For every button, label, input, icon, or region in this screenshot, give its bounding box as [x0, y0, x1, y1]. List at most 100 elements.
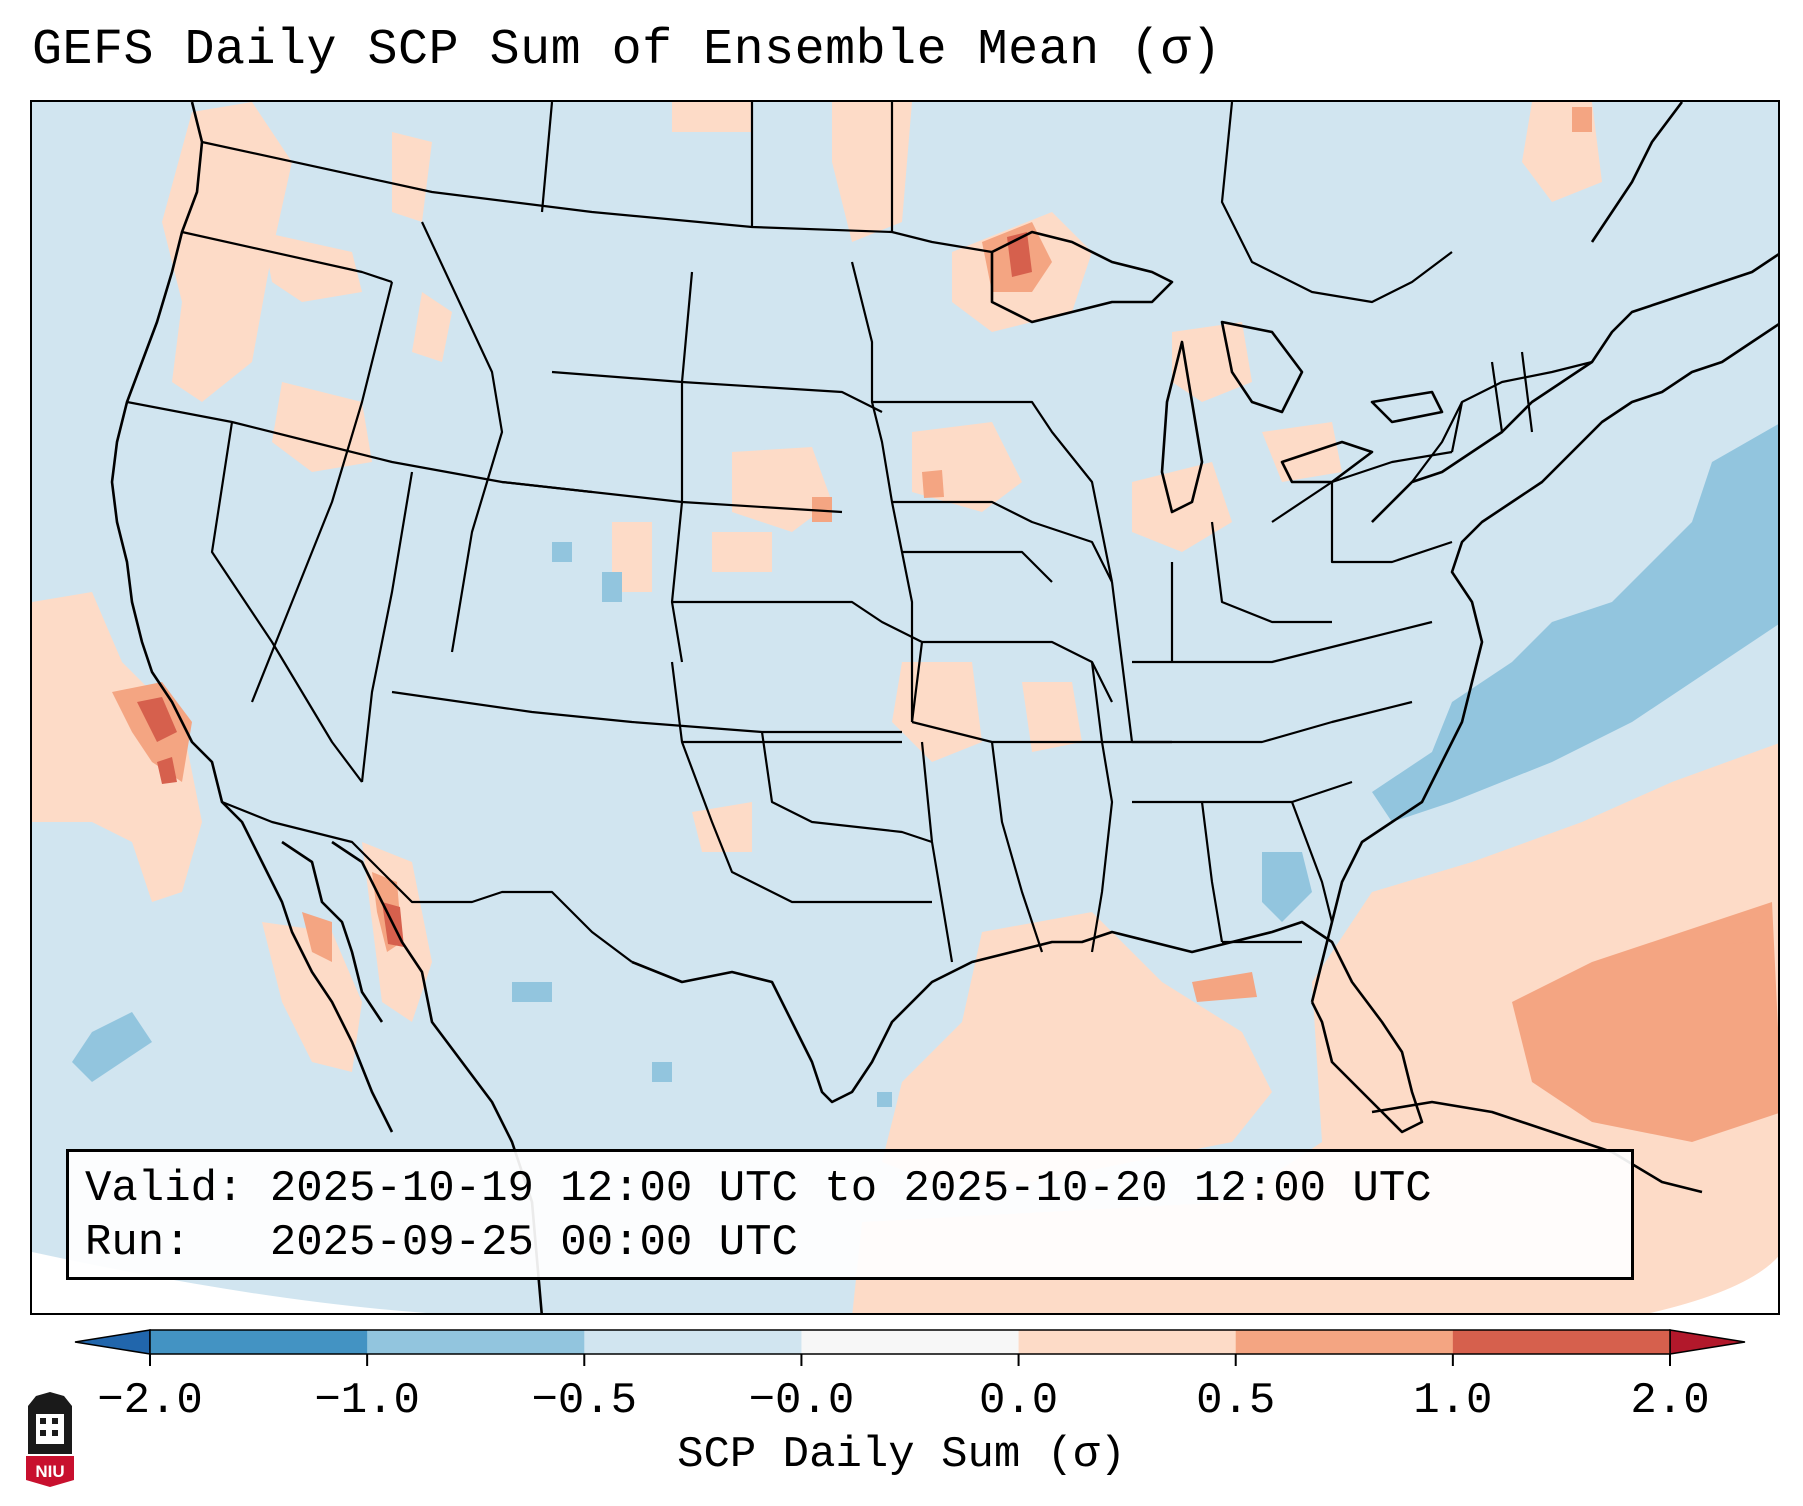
- scp-anomaly-field: [32, 102, 1778, 1313]
- colorbar-bin: [1235, 1330, 1454, 1354]
- great-lake-superior: [990, 230, 1174, 324]
- moderate-positive-patch: [302, 912, 332, 962]
- state-border: [1290, 801, 1334, 923]
- moderate-positive-patch: [812, 497, 832, 522]
- canada-province-border: [1220, 102, 1453, 304]
- colorbar-bin: [1452, 1330, 1671, 1354]
- state-border: [1520, 351, 1534, 433]
- state-border: [1072, 700, 1413, 744]
- state-border: [1132, 620, 1433, 664]
- us-mexico-border: [221, 800, 633, 963]
- great-lake-michigan: [1160, 340, 1204, 514]
- state-border: [1330, 482, 1453, 564]
- off-projection-area: [32, 1252, 427, 1313]
- state-border: [1200, 801, 1224, 943]
- colorbar-bin: [584, 1330, 802, 1354]
- colorbar-tick-label: 0.5: [1196, 1376, 1275, 1426]
- colorbar-label: SCP Daily Sum (σ): [677, 1430, 1126, 1480]
- state-border: [1132, 780, 1353, 804]
- colorbar-tick-label: 2.0: [1630, 1376, 1709, 1426]
- positive-anomaly-patch: [272, 382, 372, 472]
- state-border: [1490, 361, 1504, 433]
- state-border: [1210, 521, 1332, 624]
- negative-anomaly-patch: [512, 982, 552, 1002]
- positive-anomaly-patch: [892, 662, 982, 762]
- state-border: [181, 230, 393, 284]
- state-border: [850, 261, 914, 722]
- positive-anomaly-patch: [162, 102, 292, 402]
- positive-anomaly-patch: [412, 292, 452, 362]
- run-time: 2025-09-25 00:00 UTC: [269, 1218, 798, 1268]
- state-border: [990, 741, 1044, 953]
- colorbar-tick-label: −0.5: [531, 1376, 637, 1426]
- negative-anomaly-patch: [652, 1062, 672, 1082]
- colorbar-tick-label: −2.0: [97, 1376, 203, 1426]
- moderate-positive-patch: [1512, 902, 1778, 1142]
- state-border: [670, 661, 932, 904]
- colorbar-ticks: −2.0 −1.0 −0.5 −0.0 0.0 0.5 1.0 2.0: [97, 1354, 1710, 1426]
- state-border: [1271, 450, 1453, 523]
- colorbar: −2.0 −1.0 −0.5 −0.0 0.0 0.5 1.0 2.0: [74, 1329, 1746, 1426]
- map-panel: [30, 100, 1780, 1315]
- colorbar-bin: [1018, 1330, 1237, 1354]
- moderate-positive-patch: [1572, 107, 1592, 132]
- positive-anomaly-patch: [692, 802, 752, 852]
- positive-anomaly-patch: [392, 132, 432, 222]
- colorbar-under-extend: [74, 1329, 151, 1355]
- strong-positive-patch: [157, 757, 177, 784]
- map-title: GEFS Daily SCP Sum of Ensemble Mean (σ): [32, 22, 1222, 79]
- gulf-coastline: [631, 920, 1424, 1134]
- great-lake-huron: [1220, 320, 1304, 414]
- state-border: [360, 471, 414, 783]
- state-border: [902, 550, 1053, 583]
- positive-anomaly-patch: [712, 532, 772, 572]
- colorbar-tick-label: 0.0: [979, 1376, 1058, 1426]
- state-border: [1051, 431, 1114, 583]
- negative-anomaly-patch: [72, 1012, 152, 1082]
- positive-anomaly-patch: [672, 102, 752, 132]
- valid-time-box: Valid: 2025-10-19 12:00 UTC to 2025-10-2…: [66, 1149, 1634, 1280]
- valid-time-range: 2025-10-19 12:00 UTC to 2025-10-20 12:00…: [269, 1164, 1432, 1214]
- state-border: [922, 640, 1113, 703]
- canada-province-border: [540, 102, 554, 213]
- hudson-coast: [1590, 102, 1684, 243]
- positive-anomaly-patch: [832, 102, 912, 242]
- gulf-of-stlawrence-coast: [1371, 253, 1778, 523]
- state-border: [760, 731, 933, 844]
- state-border: [672, 600, 924, 723]
- pacific-coastline: [110, 102, 394, 1133]
- state-border: [250, 281, 394, 703]
- colorbar-tick-label: −1.0: [314, 1376, 420, 1426]
- state-border: [1090, 661, 1114, 953]
- colorbar-tick-label: −0.0: [749, 1376, 855, 1426]
- positive-anomaly-patch: [262, 232, 362, 302]
- positive-anomaly-patch: [882, 912, 1272, 1182]
- moderate-positive-patch: [1192, 972, 1257, 1002]
- negative-anomaly-patch: [552, 542, 572, 562]
- state-border: [680, 271, 883, 413]
- state-border: [210, 421, 363, 783]
- negative-anomaly-patch: [602, 572, 622, 602]
- positive-anomaly-patch: [1022, 682, 1082, 752]
- great-lake-ontario: [1370, 390, 1444, 424]
- atlantic-coastline: [1310, 323, 1778, 1003]
- state-border: [920, 741, 954, 963]
- strong-positive-patch: [137, 697, 177, 742]
- positive-anomaly-patch: [32, 592, 202, 902]
- cuba-coast: [1371, 1100, 1703, 1194]
- strong-positive-patch: [1007, 232, 1032, 277]
- logo-text: NIU: [35, 1462, 64, 1481]
- colorbar-outline: [149, 1329, 1671, 1355]
- colorbar-bin: [801, 1330, 1020, 1354]
- colorbar-over-extend: [1669, 1329, 1746, 1355]
- map-canvas: [32, 102, 1778, 1313]
- baja-east-coast: [281, 840, 384, 1023]
- moderate-positive-patch: [1722, 917, 1757, 944]
- state-border: [391, 690, 902, 734]
- state-border: [892, 500, 1113, 583]
- state-border: [551, 370, 684, 663]
- state-border: [421, 221, 504, 653]
- positive-anomaly-patch: [1262, 422, 1342, 482]
- state-border: [501, 480, 843, 514]
- moderate-positive-patch: [922, 470, 944, 498]
